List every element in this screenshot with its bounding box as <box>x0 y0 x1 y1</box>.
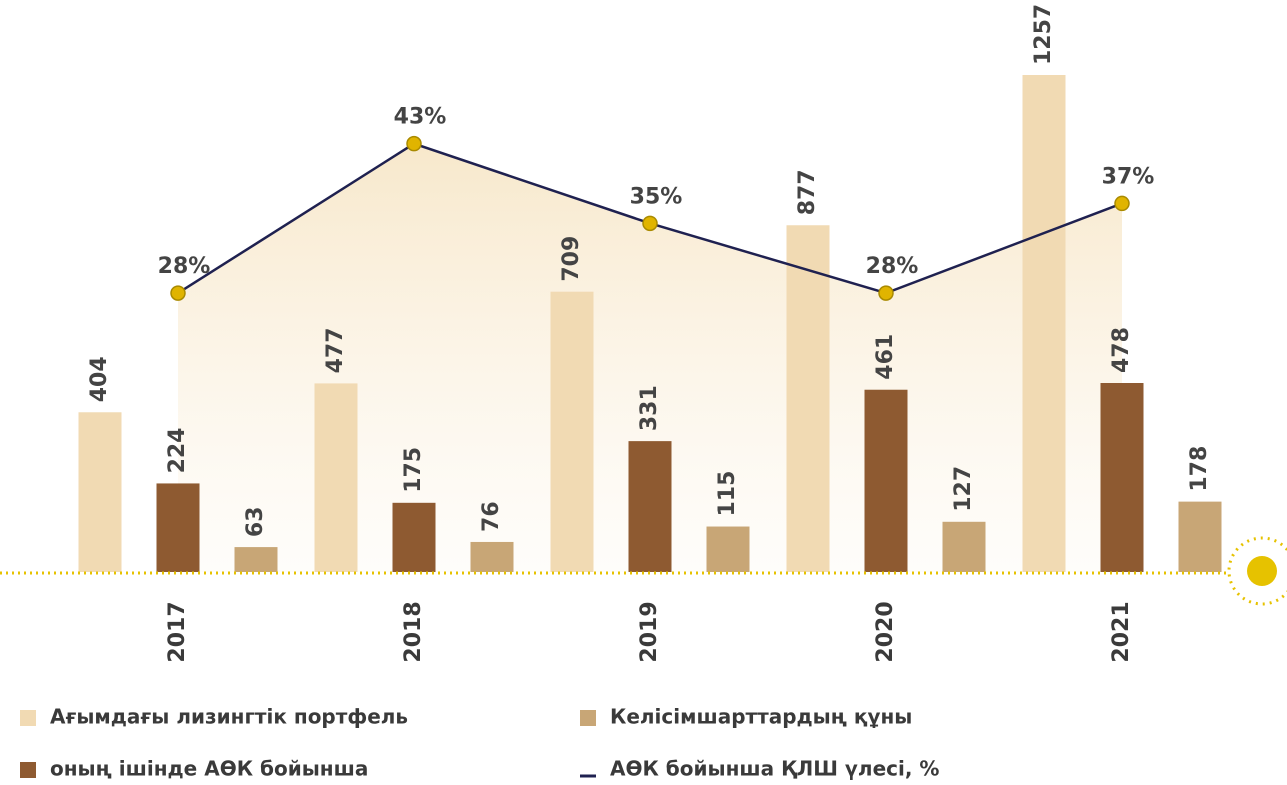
line-marker <box>643 216 657 230</box>
bar-value-label: 877 <box>795 169 820 215</box>
bar-value-label: 63 <box>243 506 268 537</box>
legend-swatch <box>20 710 36 726</box>
chart: Ағымдағы лизингтік портфель Келісімшартта… <box>0 0 1287 785</box>
bar-value-label: 224 <box>165 427 190 473</box>
baseline-end-dot <box>1247 556 1277 586</box>
legend-label: оның ішінде АӨК бойынша <box>50 757 368 781</box>
x-tick-label: 2017 <box>165 601 190 662</box>
bar <box>943 522 986 572</box>
x-tick-label: 2020 <box>873 601 898 662</box>
bar-value-label: 404 <box>87 356 112 402</box>
bar-value-label: 1257 <box>1031 4 1056 65</box>
bar <box>235 547 278 572</box>
x-tick-label: 2019 <box>637 601 662 662</box>
bar <box>157 483 200 572</box>
bar <box>471 542 514 572</box>
bar <box>1179 502 1222 572</box>
legend-label: Келісімшарттардың құны <box>610 705 912 729</box>
bar-value-label: 115 <box>715 471 740 517</box>
line-value-label: 35% <box>630 184 683 209</box>
bar <box>707 527 750 572</box>
bar <box>1101 383 1144 572</box>
bar-value-label: 477 <box>323 327 348 373</box>
x-tick-label: 2018 <box>401 601 426 662</box>
legend: Ағымдағы лизингтік портфель Келісімшартта… <box>20 705 939 781</box>
legend-label: Ағымдағы лизингтік портфель <box>50 705 408 729</box>
legend-label: АӨК бойынша ҚЛШ үлесі, % <box>610 757 939 781</box>
bar-value-label: 461 <box>873 334 898 380</box>
page: {"chart_data": {"type": "bar", "categori… <box>0 0 1287 785</box>
bar <box>787 225 830 572</box>
line-value-label: 37% <box>1102 164 1155 189</box>
bar <box>79 412 122 572</box>
line-value-label: 28% <box>158 254 211 279</box>
line-marker <box>1115 196 1129 210</box>
bar <box>393 503 436 572</box>
line-value-label: 28% <box>866 254 919 279</box>
line-marker <box>407 137 421 151</box>
legend-swatch <box>20 762 36 778</box>
bar <box>629 441 672 572</box>
bar-value-label: 178 <box>1187 446 1212 492</box>
line-marker <box>879 286 893 300</box>
bar <box>1023 75 1066 572</box>
x-tick-label: 2021 <box>1109 601 1134 662</box>
legend-swatch <box>580 710 596 726</box>
bar-value-label: 709 <box>559 236 584 282</box>
bar <box>551 292 594 572</box>
bar-value-label: 331 <box>637 385 662 431</box>
bar-value-label: 478 <box>1109 327 1134 373</box>
bar-value-label: 175 <box>401 447 426 493</box>
bar-value-label: 127 <box>951 466 976 512</box>
bar <box>315 383 358 572</box>
bar <box>865 390 908 572</box>
bar-value-label: 76 <box>479 501 504 532</box>
line-marker <box>171 286 185 300</box>
line-value-label: 43% <box>394 105 447 130</box>
